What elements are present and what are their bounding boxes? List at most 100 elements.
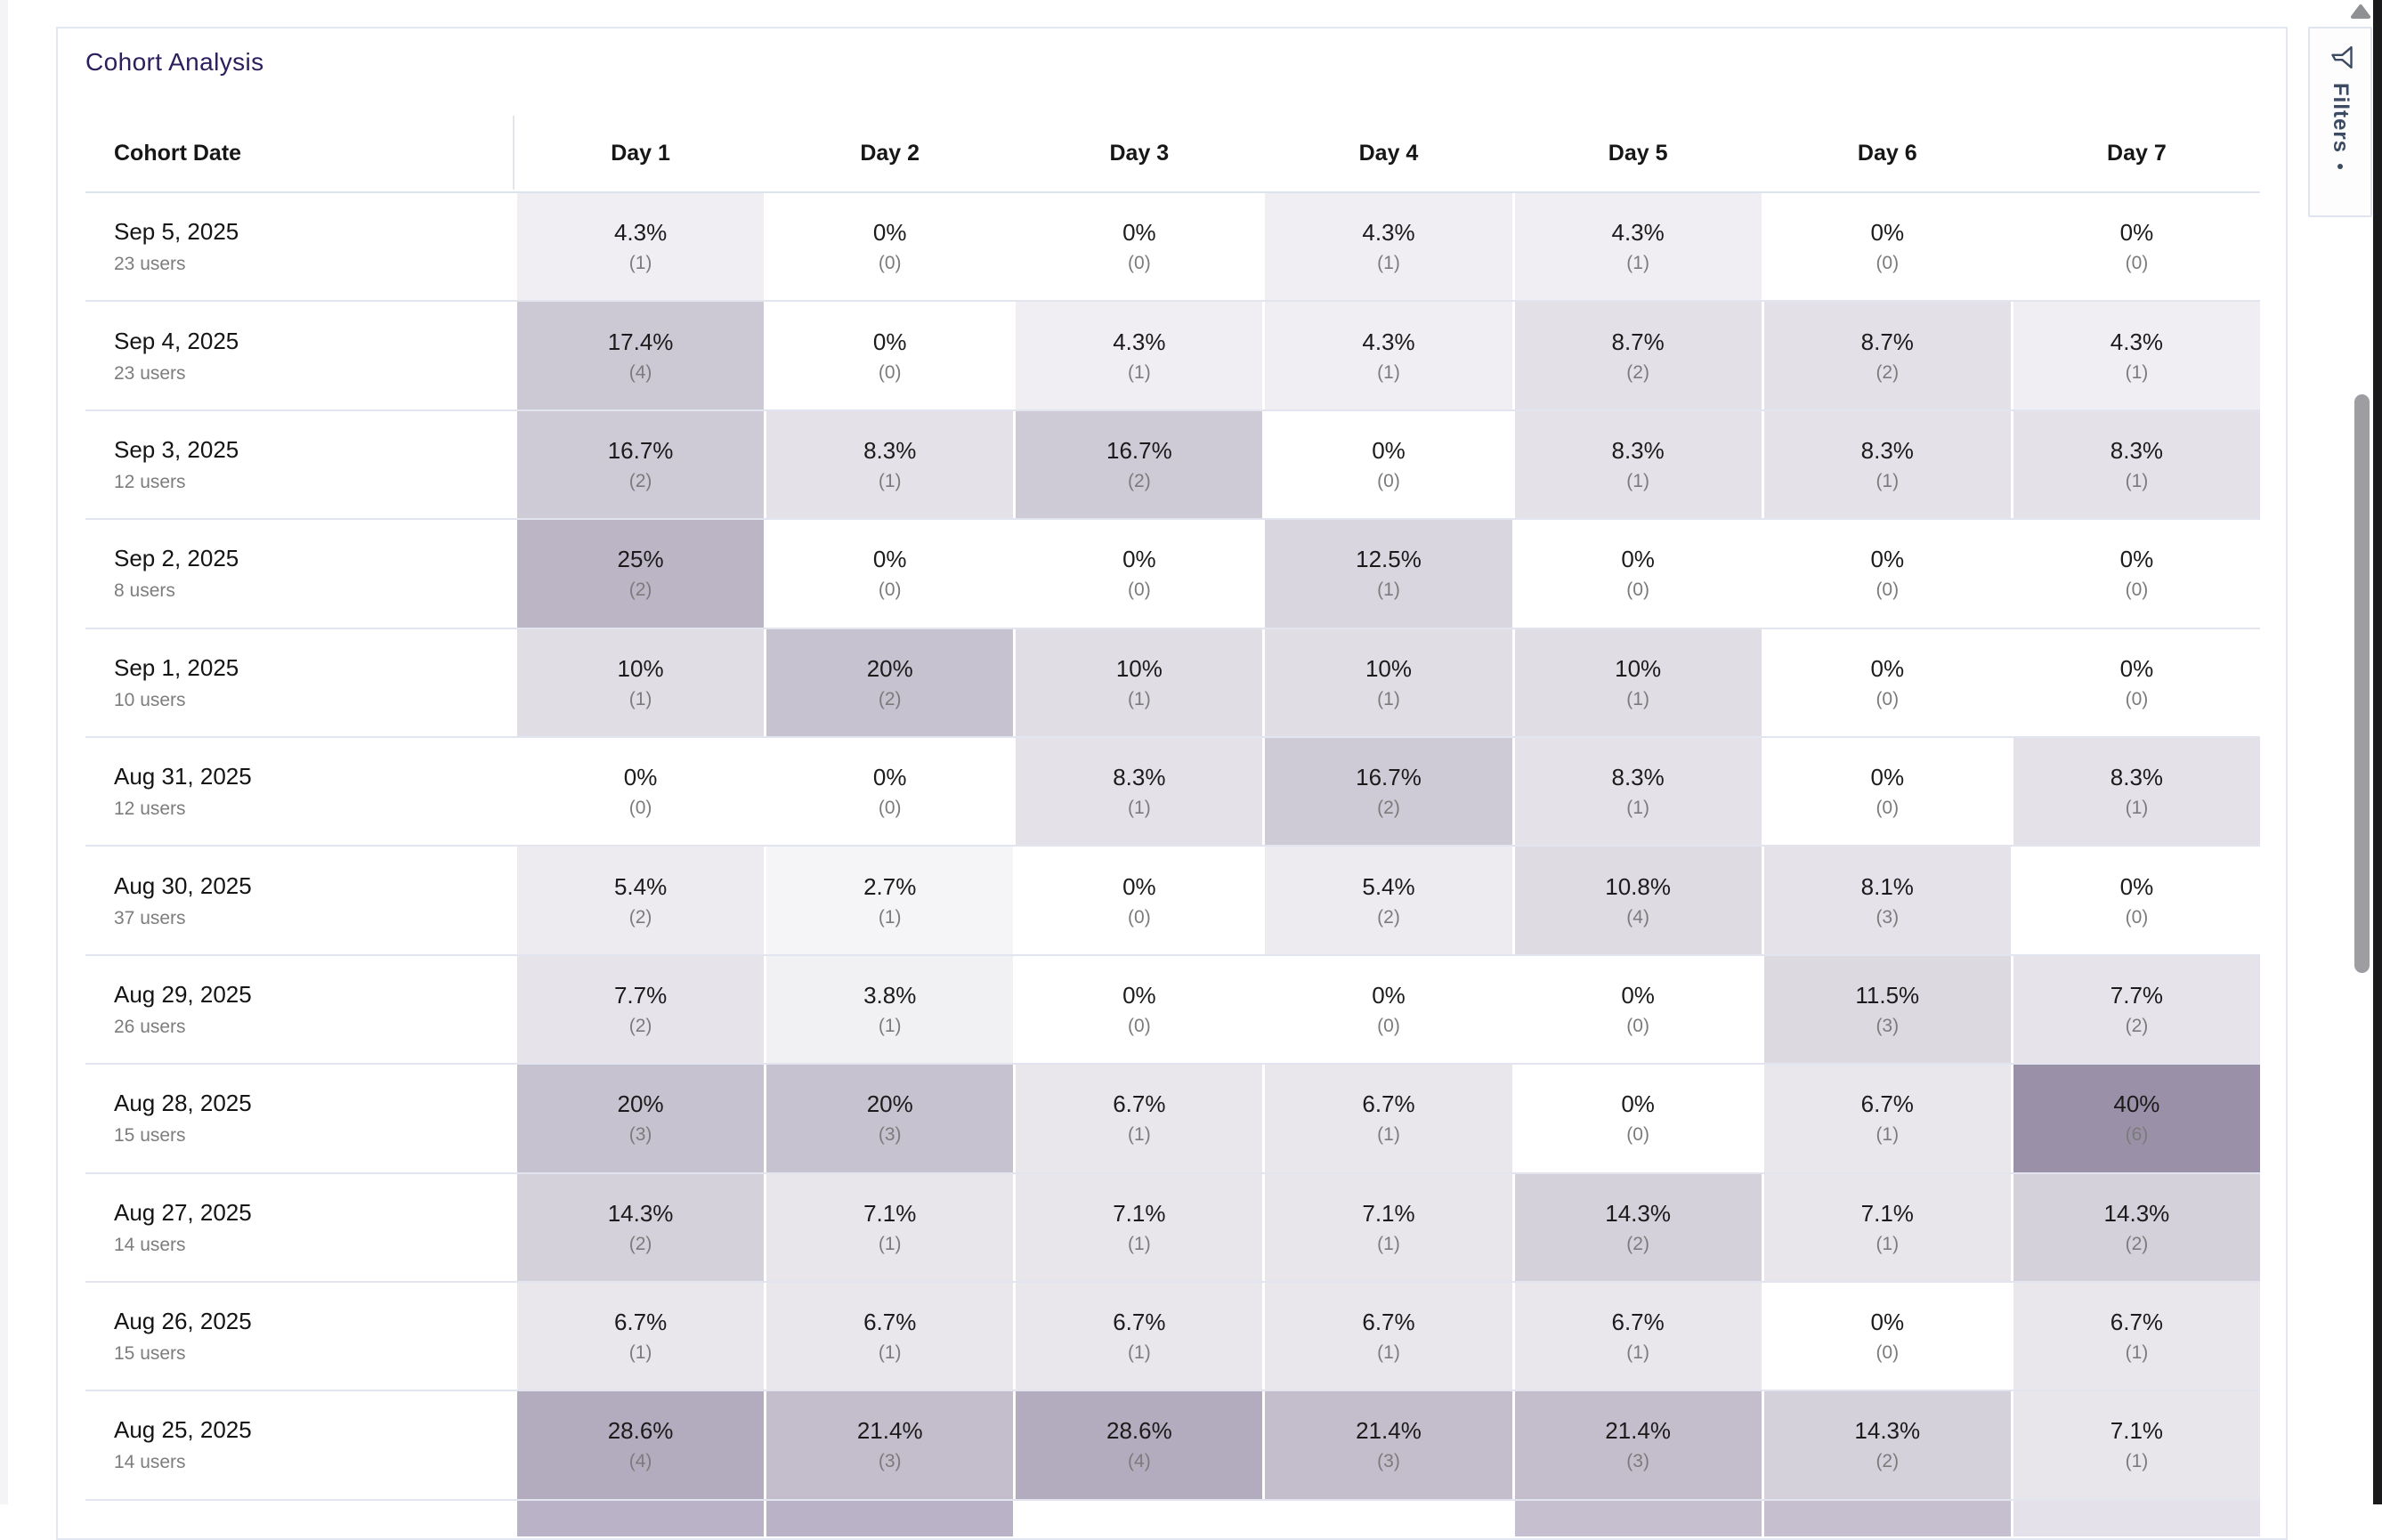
column-header-day-3: Day 3	[1109, 141, 1170, 166]
retention-count: (2)	[1876, 361, 1900, 383]
partial-retention-cell-day-6	[1763, 1500, 2011, 1536]
retention-count: (2)	[1128, 470, 1151, 491]
cohort-date-cell: Aug 28, 2025 15 users	[85, 1065, 514, 1171]
retention-percent: 0%	[1621, 981, 1655, 1009]
cohort-analysis-card: Cohort Analysis Cohort Date Day 1 Day 2 Day…	[56, 27, 2288, 1540]
retention-percent: 0%	[623, 764, 658, 791]
retention-percent: 20%	[866, 1090, 913, 1118]
retention-percent: 16.7%	[1356, 764, 1422, 791]
retention-percent: 20%	[617, 1090, 664, 1118]
retention-cell-day-4: 7.1% (1)	[1265, 1173, 1512, 1281]
retention-count: (0)	[1377, 1015, 1400, 1036]
retention-count: (4)	[628, 361, 652, 383]
retention-cell-day-7: 6.7% (1)	[2013, 1282, 2260, 1390]
retention-cell-day-3: 28.6% (4)	[1016, 1391, 1263, 1499]
retention-count: (0)	[2125, 688, 2149, 709]
retention-cell-day-4: 0% (0)	[1265, 955, 1512, 1064]
retention-percent: 8.3%	[1611, 436, 1665, 464]
retention-percent: 6.7%	[1113, 1090, 1166, 1118]
cohort-date: Aug 27, 2025	[114, 1198, 252, 1226]
scrollbar-thumb[interactable]	[2354, 394, 2370, 973]
retention-cell-day-2: 3.8% (1)	[766, 955, 1014, 1064]
retention-count: (2)	[628, 580, 652, 601]
retention-count: (1)	[1626, 688, 1649, 709]
retention-count: (1)	[1626, 798, 1649, 819]
retention-count: (1)	[2125, 361, 2149, 383]
left-edge-strip	[0, 0, 8, 1504]
retention-percent: 16.7%	[1106, 436, 1172, 464]
retention-count: (2)	[1626, 1233, 1649, 1254]
retention-cell-day-1: 5.4% (2)	[517, 847, 765, 954]
cohort-date-cell: Sep 1, 2025 10 users	[85, 629, 514, 736]
retention-count: (3)	[1377, 1451, 1400, 1472]
filters-tab[interactable]: Filters	[2308, 27, 2372, 217]
retention-count: (1)	[1626, 470, 1649, 491]
cohort-date: Aug 29, 2025	[114, 980, 252, 1008]
retention-percent: 0%	[2119, 219, 2154, 247]
retention-count: (0)	[1128, 906, 1151, 928]
retention-count: (0)	[1876, 688, 1900, 709]
retention-cell-day-3: 8.3% (1)	[1016, 737, 1263, 846]
retention-cell-day-1: 28.6% (4)	[517, 1391, 765, 1499]
retention-cell-day-1: 7.7% (2)	[517, 955, 765, 1064]
retention-percent: 10%	[1615, 654, 1662, 682]
retention-percent: 0%	[1870, 654, 1905, 682]
filter-funnel-icon	[2324, 44, 2357, 72]
retention-cell-day-5: 0% (0)	[1514, 955, 1762, 1064]
retention-count: (1)	[2125, 1342, 2149, 1364]
retention-percent: 0%	[1372, 436, 1406, 464]
retention-cell-day-4: 5.4% (2)	[1265, 847, 1512, 954]
column-header-day-1: Day 1	[611, 141, 670, 166]
retention-cell-day-4: 12.5% (1)	[1265, 520, 1512, 628]
retention-count: (1)	[878, 906, 902, 928]
retention-cell-day-4: 6.7% (1)	[1265, 1065, 1512, 1172]
cohort-user-count: 23 users	[114, 362, 186, 384]
retention-cell-day-6: 6.7% (1)	[1763, 1065, 2011, 1172]
cohort-date: Aug 28, 2025	[114, 1090, 252, 1117]
retention-percent: 0%	[1621, 546, 1655, 573]
retention-cell-day-7: 8.3% (1)	[2013, 737, 2260, 846]
retention-count: (1)	[1876, 1233, 1900, 1254]
retention-count: (1)	[628, 253, 652, 274]
retention-cell-day-4: 16.7% (2)	[1265, 737, 1512, 846]
column-header-day-2: Day 2	[860, 141, 920, 166]
cohort-date: Aug 30, 2025	[114, 871, 252, 899]
cohort-date: Sep 1, 2025	[114, 653, 239, 681]
retention-cell-day-7: 4.3% (1)	[2013, 302, 2260, 409]
retention-percent: 21.4%	[856, 1417, 923, 1445]
retention-percent: 8.3%	[2110, 764, 2164, 791]
retention-cell-day-4: 21.4% (3)	[1265, 1391, 1512, 1499]
retention-count: (1)	[1128, 688, 1151, 709]
retention-cell-day-2: 0% (0)	[766, 302, 1014, 409]
retention-percent: 7.7%	[2110, 981, 2164, 1009]
retention-count: (0)	[628, 798, 652, 819]
retention-count: (0)	[878, 798, 902, 819]
retention-cell-day-6: 0% (0)	[1763, 628, 2011, 736]
table-row: Aug 25, 2025 14 users 28.6% (4) 21.4% (3) 28.6…	[85, 1391, 2260, 1501]
table-row: Sep 5, 2025 23 users 4.3% (1) 0% (0) 0% (0) 4.3%…	[85, 193, 2260, 303]
table-row: Sep 4, 2025 23 users 17.4% (4) 0% (0) 4.3% (1) 4…	[85, 302, 2260, 411]
column-header-day-4: Day 4	[1358, 141, 1419, 166]
cohort-date-cell: Aug 25, 2025 14 users	[85, 1391, 514, 1498]
retention-count: (1)	[878, 470, 902, 491]
retention-count: (1)	[1626, 253, 1649, 274]
retention-cell-day-3: 0% (0)	[1016, 193, 1263, 301]
retention-count: (2)	[2125, 1015, 2149, 1036]
retention-percent: 6.7%	[1362, 1090, 1415, 1118]
retention-cell-day-7: 8.3% (1)	[2013, 410, 2260, 519]
retention-cell-day-1: 14.3% (2)	[517, 1173, 765, 1281]
retention-count: (1)	[628, 688, 652, 709]
retention-count: (1)	[878, 1015, 902, 1036]
column-header-cohort-date: Cohort Date	[114, 141, 242, 166]
retention-count: (0)	[1128, 253, 1151, 274]
retention-cell-day-7: 0% (0)	[2013, 847, 2260, 954]
retention-cell-day-1: 0% (0)	[517, 737, 765, 846]
retention-cell-day-6: 14.3% (2)	[1763, 1391, 2011, 1499]
retention-percent: 7.1%	[2110, 1417, 2164, 1445]
partial-retention-cell-day-2	[766, 1500, 1014, 1536]
retention-percent: 20%	[866, 654, 913, 682]
retention-percent: 0%	[1122, 981, 1156, 1009]
retention-percent: 7.7%	[613, 981, 668, 1009]
retention-cell-day-5: 6.7% (1)	[1514, 1282, 1762, 1390]
scrollbar-up-arrow[interactable]	[2350, 4, 2371, 24]
